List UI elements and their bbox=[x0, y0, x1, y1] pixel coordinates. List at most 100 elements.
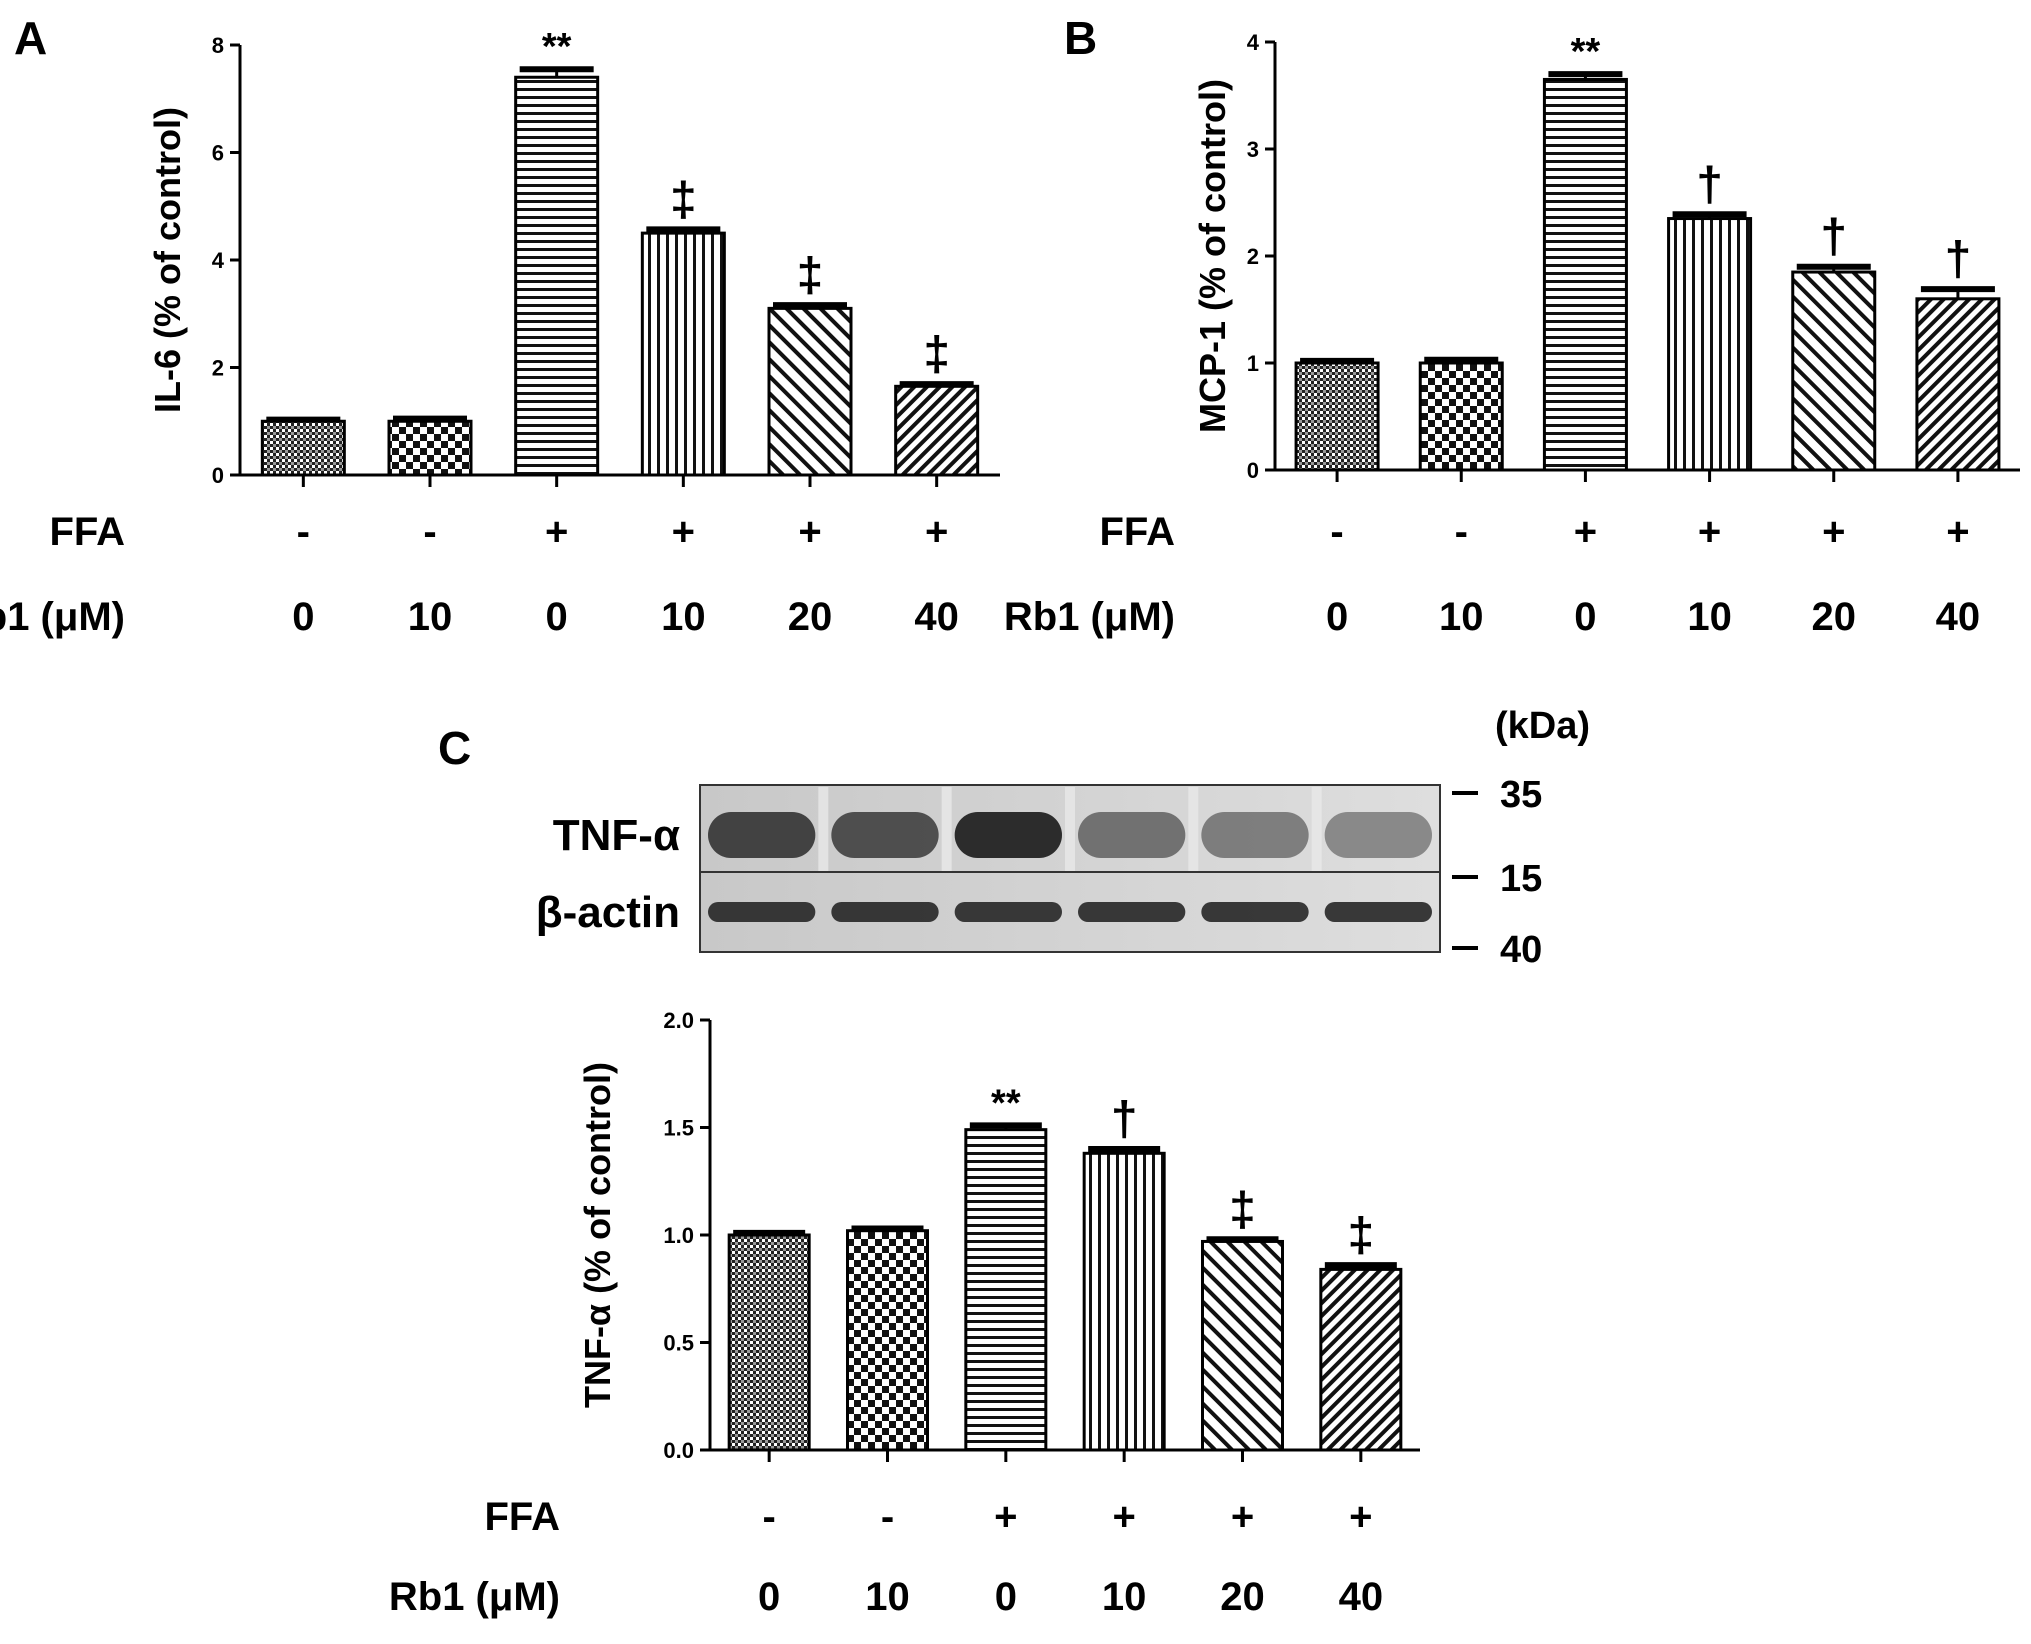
blot-band bbox=[1324, 812, 1432, 858]
y-axis-label: MCP-1 (% of control) bbox=[1192, 79, 1233, 433]
condition-value: + bbox=[1946, 510, 1969, 554]
condition-value: + bbox=[1574, 510, 1597, 554]
blot-strip bbox=[699, 871, 1441, 953]
western-blot: (kDa) TNF-α 35 15 β-actin 40 bbox=[536, 705, 1590, 971]
lane-gap bbox=[1188, 787, 1199, 883]
condition-value: 40 bbox=[1936, 595, 1981, 639]
condition-value: + bbox=[1112, 1495, 1135, 1539]
y-tick-label: 6 bbox=[212, 141, 224, 166]
bar bbox=[1791, 270, 1877, 472]
condition-value: + bbox=[994, 1495, 1017, 1539]
significance-label: ** bbox=[991, 1082, 1021, 1124]
condition-value: + bbox=[1822, 510, 1845, 554]
bar bbox=[387, 419, 473, 477]
condition-value: 10 bbox=[408, 595, 453, 639]
blot-band bbox=[1324, 902, 1432, 922]
kda-unit-label: (kDa) bbox=[1495, 705, 1590, 747]
condition-row-label: Rb1 (μM) bbox=[389, 1575, 560, 1619]
significance-label: † bbox=[1820, 211, 1847, 264]
y-tick-label: 1 bbox=[1247, 351, 1259, 376]
condition-value: - bbox=[423, 510, 436, 554]
condition-value: 0 bbox=[1574, 595, 1596, 639]
condition-row-label: FFA bbox=[49, 510, 125, 554]
lane-gap bbox=[1065, 787, 1075, 883]
blot-band bbox=[708, 902, 816, 922]
condition-row-label: FFA bbox=[1099, 510, 1175, 554]
bar bbox=[1082, 1151, 1166, 1452]
y-tick-label: 3 bbox=[1247, 137, 1259, 162]
y-tick-label: 1.0 bbox=[663, 1223, 694, 1248]
condition-value: + bbox=[545, 510, 568, 554]
condition-value: 20 bbox=[1812, 595, 1857, 639]
chart-mcp1: 0 1 2 3 4 MCP-1 (% of control) ** † † † FFA - - + + + + R… bbox=[1004, 30, 2020, 639]
significance-label: ‡ bbox=[670, 173, 697, 226]
condition-value: - bbox=[763, 1495, 776, 1539]
significance-label: † bbox=[1111, 1093, 1138, 1146]
bar bbox=[727, 1233, 811, 1452]
condition-value: - bbox=[297, 510, 310, 554]
condition-value: - bbox=[1455, 510, 1468, 554]
condition-value: 10 bbox=[865, 1575, 910, 1619]
blot-band bbox=[1201, 812, 1309, 858]
y-tick-label: 4 bbox=[212, 248, 225, 273]
blot-band bbox=[831, 902, 939, 922]
bar bbox=[1915, 297, 2001, 472]
significance-label: ** bbox=[1571, 31, 1601, 73]
y-axis-label: IL-6 (% of control) bbox=[147, 107, 188, 413]
bar bbox=[514, 75, 600, 477]
condition-value: 0 bbox=[758, 1575, 780, 1619]
y-tick-label: 0.5 bbox=[663, 1331, 694, 1356]
panel-letter-b: B bbox=[1064, 12, 1097, 64]
condition-value: + bbox=[672, 510, 695, 554]
significance-label: ‡ bbox=[923, 328, 950, 381]
bar bbox=[1294, 361, 1380, 472]
bar bbox=[846, 1229, 929, 1452]
blot-band bbox=[954, 902, 1062, 922]
condition-value: 20 bbox=[1220, 1575, 1265, 1619]
blot-band bbox=[1201, 902, 1309, 922]
condition-value: + bbox=[1231, 1495, 1254, 1539]
y-tick-label: 1.5 bbox=[663, 1116, 694, 1141]
significance-label: ‡ bbox=[1229, 1183, 1256, 1236]
bar bbox=[1418, 361, 1504, 472]
blot-row-label: TNF-α bbox=[553, 811, 680, 860]
bar bbox=[767, 306, 853, 477]
blot-band bbox=[831, 812, 939, 858]
condition-value: 40 bbox=[1339, 1575, 1384, 1619]
blot-band bbox=[954, 812, 1062, 858]
condition-value: 0 bbox=[546, 595, 568, 639]
panel-letter-c: C bbox=[438, 722, 471, 774]
y-tick-label: 2.0 bbox=[663, 1008, 694, 1033]
y-tick-label: 2 bbox=[212, 356, 224, 381]
significance-label: † bbox=[1945, 233, 1972, 286]
bar bbox=[1542, 77, 1628, 472]
y-tick-label: 0 bbox=[212, 463, 224, 488]
bar bbox=[640, 231, 726, 477]
condition-value: + bbox=[1349, 1495, 1372, 1539]
blot-band bbox=[1078, 812, 1186, 858]
condition-value: + bbox=[1698, 510, 1721, 554]
condition-value: 0 bbox=[1326, 595, 1348, 639]
condition-value: - bbox=[1330, 510, 1343, 554]
condition-value: 10 bbox=[1687, 595, 1732, 639]
y-axis-label: TNF-α (% of control) bbox=[577, 1062, 618, 1408]
significance-label: ‡ bbox=[1347, 1209, 1374, 1262]
condition-value: + bbox=[925, 510, 948, 554]
mw-marker-label: 35 bbox=[1500, 774, 1542, 816]
blot-band bbox=[708, 812, 816, 858]
bar bbox=[1201, 1239, 1284, 1452]
y-tick-label: 4 bbox=[1247, 30, 1260, 55]
blot-band bbox=[1078, 902, 1186, 922]
panel-letter-a: A bbox=[14, 12, 47, 64]
lane-gap bbox=[1311, 787, 1322, 883]
y-tick-label: 0.0 bbox=[663, 1438, 694, 1463]
significance-label: ‡ bbox=[797, 249, 824, 302]
significance-label: † bbox=[1696, 158, 1723, 211]
condition-row-label: Rb1 (μM) bbox=[1004, 595, 1175, 639]
significance-label: ** bbox=[542, 26, 572, 68]
condition-row-label: FFA bbox=[484, 1495, 560, 1539]
mw-marker-label: 15 bbox=[1500, 858, 1542, 900]
bar bbox=[260, 419, 346, 477]
lane-gap bbox=[941, 787, 952, 883]
